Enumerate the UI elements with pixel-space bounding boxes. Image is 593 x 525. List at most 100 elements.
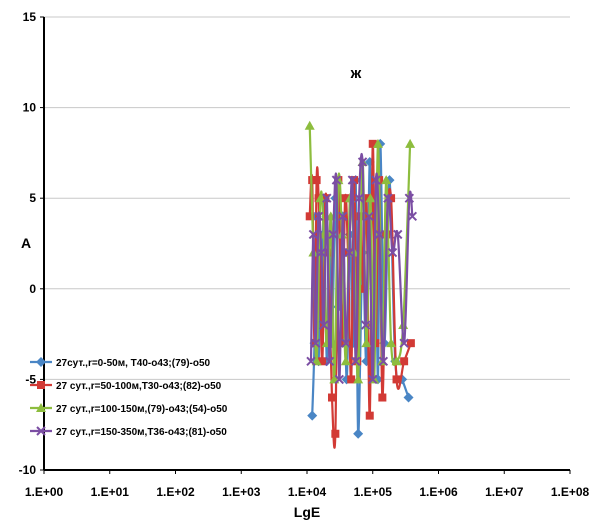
legend-marker xyxy=(36,426,46,436)
data-point xyxy=(334,374,345,385)
data-point xyxy=(365,193,376,203)
grid-lines xyxy=(44,16,570,380)
x-tick-label: 1.E+02 xyxy=(156,485,195,499)
data-point xyxy=(353,428,364,439)
x-tick-label: 1.E+01 xyxy=(91,485,130,499)
data-point xyxy=(337,339,346,348)
data-point xyxy=(350,176,359,185)
legend: 27сут.,r=0-50м, T40-о43;(79)-о50 27 сут.,… xyxy=(30,357,228,438)
x-tick-labels: 1.E+00 1.E+01 1.E+02 1.E+03 1.E+04 1.E+05 1.E+… xyxy=(25,470,590,499)
data-point xyxy=(406,339,415,348)
y-axis-label: A xyxy=(21,235,31,251)
data-point xyxy=(347,375,356,384)
x-tick-label: 1.E+06 xyxy=(419,485,458,499)
data-point xyxy=(386,338,397,348)
data-point xyxy=(340,356,351,366)
y-tick-label: -5 xyxy=(25,372,36,386)
data-point xyxy=(359,284,368,293)
y-tick-label: 0 xyxy=(29,282,36,296)
data-point xyxy=(368,139,377,148)
data-point xyxy=(404,193,415,203)
data-point xyxy=(321,194,330,203)
x-axis-label: LgE xyxy=(294,504,320,520)
data-point xyxy=(341,194,350,203)
data-point xyxy=(341,338,351,348)
data-point xyxy=(316,247,327,258)
legend-item: 27сут.,r=0-50м, T40-о43;(79)-о50 xyxy=(30,357,211,369)
legend-label: 27 сут.,r=50-100м,T30-о43;(82)-о50 xyxy=(56,381,222,392)
data-point xyxy=(313,211,324,222)
x-tick-label: 1.E+05 xyxy=(354,485,393,499)
y-tick-label: 5 xyxy=(29,191,36,205)
data-point xyxy=(312,176,321,185)
data-point xyxy=(403,392,414,403)
data-point xyxy=(381,175,392,185)
series-line xyxy=(309,153,414,381)
data-point xyxy=(347,175,358,185)
data-point xyxy=(328,229,338,240)
legend-item: 27 сут.,r=150-350м,T36-о43;(81)-о50 xyxy=(30,426,227,438)
data-point xyxy=(315,193,326,203)
data-point xyxy=(310,338,321,348)
legend-label: 27 сут.,r=100-150м,(79)-о43;(54)-о50 xyxy=(56,404,228,415)
data-point xyxy=(372,138,383,148)
data-point xyxy=(387,194,396,203)
data-point xyxy=(400,357,409,366)
data-point xyxy=(387,247,398,258)
data-point xyxy=(306,356,316,366)
series-layer xyxy=(304,120,418,449)
data-point xyxy=(407,211,418,222)
legend-marker xyxy=(36,403,46,412)
data-point xyxy=(322,193,332,203)
legend-marker xyxy=(36,357,46,367)
data-point xyxy=(308,229,319,240)
data-point xyxy=(383,193,393,203)
data-point xyxy=(307,410,318,421)
series-4 xyxy=(306,153,418,385)
legend-item: 27 сут.,r=100-150м,(79)-о43;(54)-о50 xyxy=(30,403,228,415)
data-point xyxy=(319,320,329,330)
data-point xyxy=(362,194,371,203)
data-point xyxy=(405,138,416,148)
data-point xyxy=(344,247,355,258)
legend-item: 27 сут.,r=50-100м,T30-о43;(82)-о50 xyxy=(30,381,222,392)
data-point xyxy=(399,338,409,348)
x-tick-label: 1.E+03 xyxy=(222,485,261,499)
y-tick-label: 10 xyxy=(23,101,37,115)
data-point xyxy=(354,193,364,203)
y-tick-label: -10 xyxy=(19,463,37,477)
data-point xyxy=(378,393,387,402)
data-point xyxy=(331,429,340,438)
data-point xyxy=(324,356,335,366)
data-point xyxy=(327,393,336,402)
data-point xyxy=(353,374,364,384)
data-point xyxy=(304,120,315,130)
data-point xyxy=(338,211,348,222)
y-tick-label: 15 xyxy=(23,10,37,24)
data-point xyxy=(368,374,378,385)
panel-label: ж xyxy=(350,65,362,82)
legend-marker xyxy=(37,381,45,389)
data-point xyxy=(374,229,385,240)
data-point xyxy=(391,356,402,366)
legend-label: 27 сут.,r=150-350м,T36-о43;(81)-о50 xyxy=(56,427,227,438)
data-point xyxy=(361,338,372,348)
data-point xyxy=(365,411,374,420)
data-point xyxy=(364,211,374,222)
data-point xyxy=(305,212,314,221)
data-point xyxy=(360,320,371,330)
x-tick-label: 1.E+08 xyxy=(551,485,590,499)
data-point xyxy=(378,356,389,366)
legend-label: 27сут.,r=0-50м, T40-о43;(79)-о50 xyxy=(56,358,211,369)
y-tick-labels: 15 10 5 0 -5 -10 xyxy=(19,10,44,477)
x-tick-label: 1.E+04 xyxy=(288,485,327,499)
data-point xyxy=(331,175,342,185)
x-tick-label: 1.E+07 xyxy=(485,485,524,499)
data-point xyxy=(357,157,368,167)
data-point xyxy=(350,356,361,366)
data-point xyxy=(371,175,381,185)
data-point xyxy=(393,229,403,240)
data-point xyxy=(318,357,327,366)
